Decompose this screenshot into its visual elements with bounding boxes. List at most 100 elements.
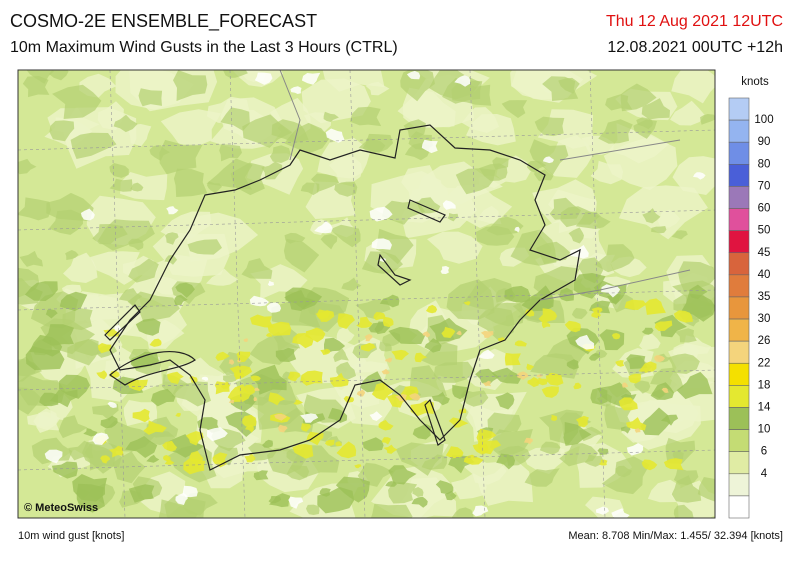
wind-area — [535, 377, 548, 386]
wind-area — [254, 387, 260, 392]
wind-area — [538, 308, 558, 324]
wind-area — [478, 349, 495, 359]
wind-area — [361, 251, 403, 274]
copyright: © MeteoSwiss — [24, 502, 98, 514]
wind-area — [266, 302, 281, 313]
wind-area — [693, 172, 706, 180]
wind-area — [539, 441, 561, 455]
legend-label: 80 — [758, 158, 771, 170]
wind-area — [524, 468, 560, 487]
wind-area — [369, 411, 383, 421]
wind-area — [166, 206, 179, 215]
wind-area — [113, 114, 138, 133]
wind-area — [594, 244, 635, 273]
wind-area — [654, 355, 665, 363]
wind-area — [575, 334, 595, 350]
wind-area — [487, 412, 522, 435]
legend-swatch — [728, 252, 750, 276]
wind-area — [109, 163, 129, 178]
wind-area — [356, 316, 373, 328]
wind-area — [215, 351, 230, 361]
wind-area — [44, 449, 63, 464]
wind-area — [412, 487, 424, 497]
wind-area — [492, 157, 509, 170]
wind-area — [456, 330, 462, 336]
borders — [104, 70, 691, 471]
wind-area — [151, 388, 176, 407]
wind-area — [416, 197, 441, 214]
wind-area — [301, 78, 371, 124]
wind-area — [676, 371, 713, 400]
wind-area — [300, 423, 311, 432]
wind-area — [421, 454, 448, 470]
legend-label: 4 — [761, 468, 768, 480]
wind-area — [269, 145, 291, 163]
wind-area — [128, 258, 159, 283]
map-frame — [17, 69, 716, 519]
wind-area — [173, 70, 208, 101]
wind-area — [349, 106, 382, 127]
wind-area — [442, 200, 456, 210]
wind-area — [51, 461, 78, 479]
legend-label: 18 — [758, 379, 771, 391]
wind-area — [67, 338, 99, 366]
wind-area — [510, 229, 557, 266]
wind-area — [128, 484, 155, 503]
wind-area — [325, 128, 345, 143]
wind-area — [138, 88, 163, 107]
wind-area — [159, 139, 203, 175]
wind-area — [618, 185, 708, 240]
wind-area — [615, 360, 625, 367]
wind-area — [592, 349, 608, 359]
wind-area — [383, 316, 394, 328]
wind-area — [671, 230, 688, 240]
wind-area — [300, 413, 319, 423]
wind-area — [154, 276, 189, 295]
wind-area — [541, 386, 559, 398]
wind-area — [409, 393, 421, 401]
wind-area — [125, 436, 158, 458]
legend-swatch — [728, 296, 750, 320]
legend-swatch — [728, 208, 750, 231]
wind-area — [146, 454, 160, 463]
wind-area — [588, 353, 601, 361]
wind-area — [647, 479, 681, 503]
wind-area — [245, 424, 254, 433]
wind-area — [568, 227, 584, 244]
wind-area — [480, 330, 494, 338]
wind-area — [639, 333, 661, 351]
wind-area — [243, 338, 248, 342]
wind-area — [681, 293, 715, 322]
graticule — [18, 449, 715, 471]
wind-area — [206, 158, 253, 190]
wind-area — [378, 419, 394, 431]
wind-area — [132, 408, 150, 423]
wind-area — [445, 446, 464, 459]
wind-area — [228, 359, 235, 365]
graticule — [589, 70, 606, 518]
wind-area — [18, 158, 37, 175]
wind-area — [268, 496, 282, 504]
wind-area — [566, 359, 579, 370]
legend-label: 14 — [758, 402, 771, 414]
legend: 100 90 80 70 60 50 45 40 35 30 26 22 18 14 10 6 4 — [728, 97, 774, 519]
wind-area — [461, 107, 500, 133]
wind-area — [383, 444, 398, 454]
wind-area — [607, 293, 621, 304]
wind-area — [287, 371, 301, 382]
legend-swatch — [728, 385, 750, 408]
wind-area — [527, 160, 547, 174]
wind-area — [120, 172, 168, 201]
wind-area — [26, 70, 55, 84]
wind-area — [365, 81, 390, 96]
wind-area — [249, 295, 270, 307]
wind-area — [441, 326, 456, 338]
wind-area — [323, 111, 339, 122]
wind-area — [558, 77, 580, 94]
wind-area — [504, 285, 530, 303]
wind-area — [266, 332, 273, 337]
legend-label: 30 — [758, 313, 771, 325]
title: COSMO-2E ENSEMBLE_FORECAST — [10, 11, 317, 32]
wind-area — [641, 327, 654, 335]
